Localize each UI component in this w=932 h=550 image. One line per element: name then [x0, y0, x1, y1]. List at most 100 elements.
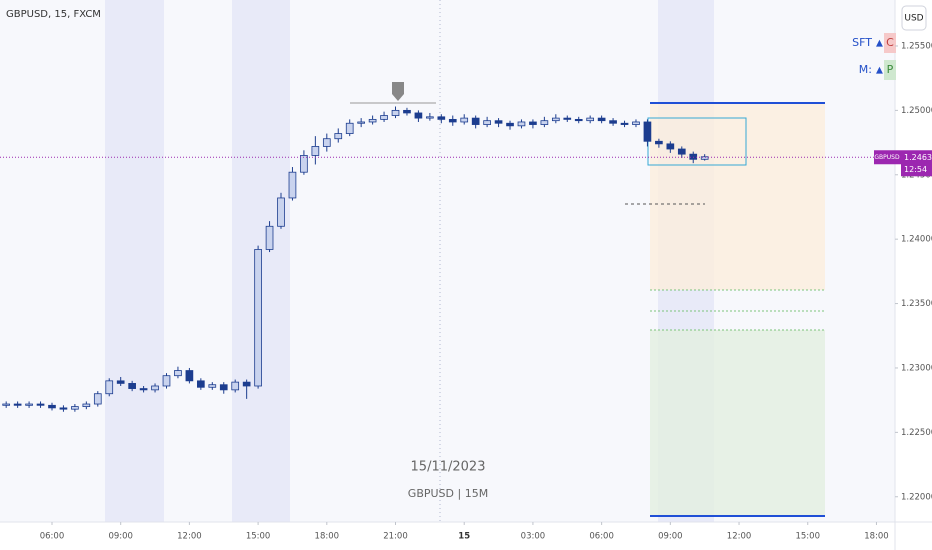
candle-body [311, 146, 320, 156]
indicator-arrow: ▲ [876, 39, 883, 49]
candle-body [288, 171, 297, 199]
candle-body [471, 117, 480, 125]
candle-body [529, 121, 537, 125]
candle-body [82, 403, 91, 408]
candle-body [597, 117, 606, 122]
candle-body [254, 249, 262, 387]
candle-body [677, 148, 686, 155]
candle-body [368, 118, 377, 123]
x-tick-label: 18:00 [864, 532, 889, 542]
y-tick-label: 1.24000 [901, 235, 932, 245]
candle-body [563, 117, 572, 120]
candle-body [437, 116, 446, 120]
currency[interactable]: USD [904, 14, 923, 24]
x-tick-label: 18:00 [315, 532, 340, 542]
symbol-tag [874, 150, 901, 165]
candle-body [185, 370, 194, 382]
candle-body [700, 156, 709, 160]
candle-body [609, 120, 617, 124]
candle-body [483, 120, 491, 125]
candle-body [162, 375, 171, 387]
candle-body [139, 388, 148, 391]
candle-body [380, 115, 388, 120]
candle-body [151, 385, 159, 391]
candle-body [632, 121, 640, 125]
last-price-label: 1.24636 [904, 153, 932, 162]
candle-body [357, 121, 365, 124]
watermark-date: 15/11/2023 [411, 460, 486, 475]
x-tick-label: 15:00 [795, 532, 820, 542]
candle-body [231, 381, 240, 391]
candle-body [13, 403, 22, 406]
x-tick-label: 06:00 [589, 532, 614, 542]
y-tick-label: 1.23000 [901, 363, 932, 373]
session-band [105, 0, 164, 522]
indicator-name: M: [859, 63, 872, 76]
symbol-title: GBPUSD, 15, FXCM [6, 9, 101, 20]
symbol-label: GBPUSD [874, 154, 900, 161]
candle-body [460, 117, 469, 123]
candle-body [334, 133, 343, 140]
x-tick-label: 09:00 [658, 532, 683, 542]
watermark-symbol: GBPUSD | 15M [408, 487, 488, 500]
candle-body [59, 407, 68, 410]
candle-body [517, 121, 526, 127]
x-tick-label: 03:00 [521, 532, 546, 542]
indicator-arrow: ▲ [876, 66, 883, 76]
price-axis [895, 0, 932, 550]
candle-body [448, 118, 457, 123]
countdown: 12:54 [904, 165, 927, 174]
candle-body [93, 393, 102, 405]
candle-body [426, 116, 434, 119]
currency-button[interactable] [901, 5, 927, 31]
indicator-name: SFT [852, 36, 872, 49]
candle-body [494, 120, 503, 124]
price-tag [901, 150, 932, 177]
candle-body [265, 225, 274, 250]
candle-body [128, 383, 136, 389]
candle-body [403, 109, 411, 114]
candle-body [620, 122, 629, 125]
indicator-tag: C [886, 36, 894, 49]
candle-body [574, 118, 583, 122]
candle-body [208, 384, 217, 388]
x-tick-label: 09:00 [108, 532, 133, 542]
target-zone [650, 103, 825, 290]
candle-body [322, 138, 331, 147]
y-tick-label: 1.22500 [901, 428, 932, 438]
candle-body [551, 117, 560, 122]
candle-body [300, 155, 308, 173]
candle-body [36, 403, 45, 406]
marker-flag [392, 82, 404, 101]
candle-body [277, 197, 285, 227]
x-tick-label: 06:00 [40, 532, 65, 542]
candle-body [174, 370, 182, 377]
indicator-box [884, 60, 896, 80]
candle-body [345, 122, 354, 134]
candle-body [197, 380, 205, 388]
x-tick-label: 15:00 [246, 532, 271, 542]
y-tick-label: 1.22000 [901, 492, 932, 502]
candle-body [655, 140, 663, 145]
candle-body [242, 381, 251, 387]
x-tick-label: 15 [458, 532, 470, 542]
candle-body [71, 406, 79, 410]
candle-body [414, 112, 423, 119]
candle-body [116, 380, 125, 384]
x-tick-label: 21:00 [383, 532, 408, 542]
candle-body [506, 122, 514, 127]
x-tick-label: 12:00 [727, 532, 752, 542]
stop-zone [650, 330, 825, 516]
candle-body [2, 403, 11, 406]
candle-body [643, 121, 652, 142]
y-tick-label: 1.25000 [901, 106, 932, 116]
candle-body [219, 384, 228, 391]
indicator-tag: P [887, 63, 894, 76]
indicator-box [884, 33, 896, 53]
candle-body [586, 117, 595, 122]
candle-body [48, 404, 56, 409]
y-tick-label: 1.23500 [901, 299, 932, 309]
